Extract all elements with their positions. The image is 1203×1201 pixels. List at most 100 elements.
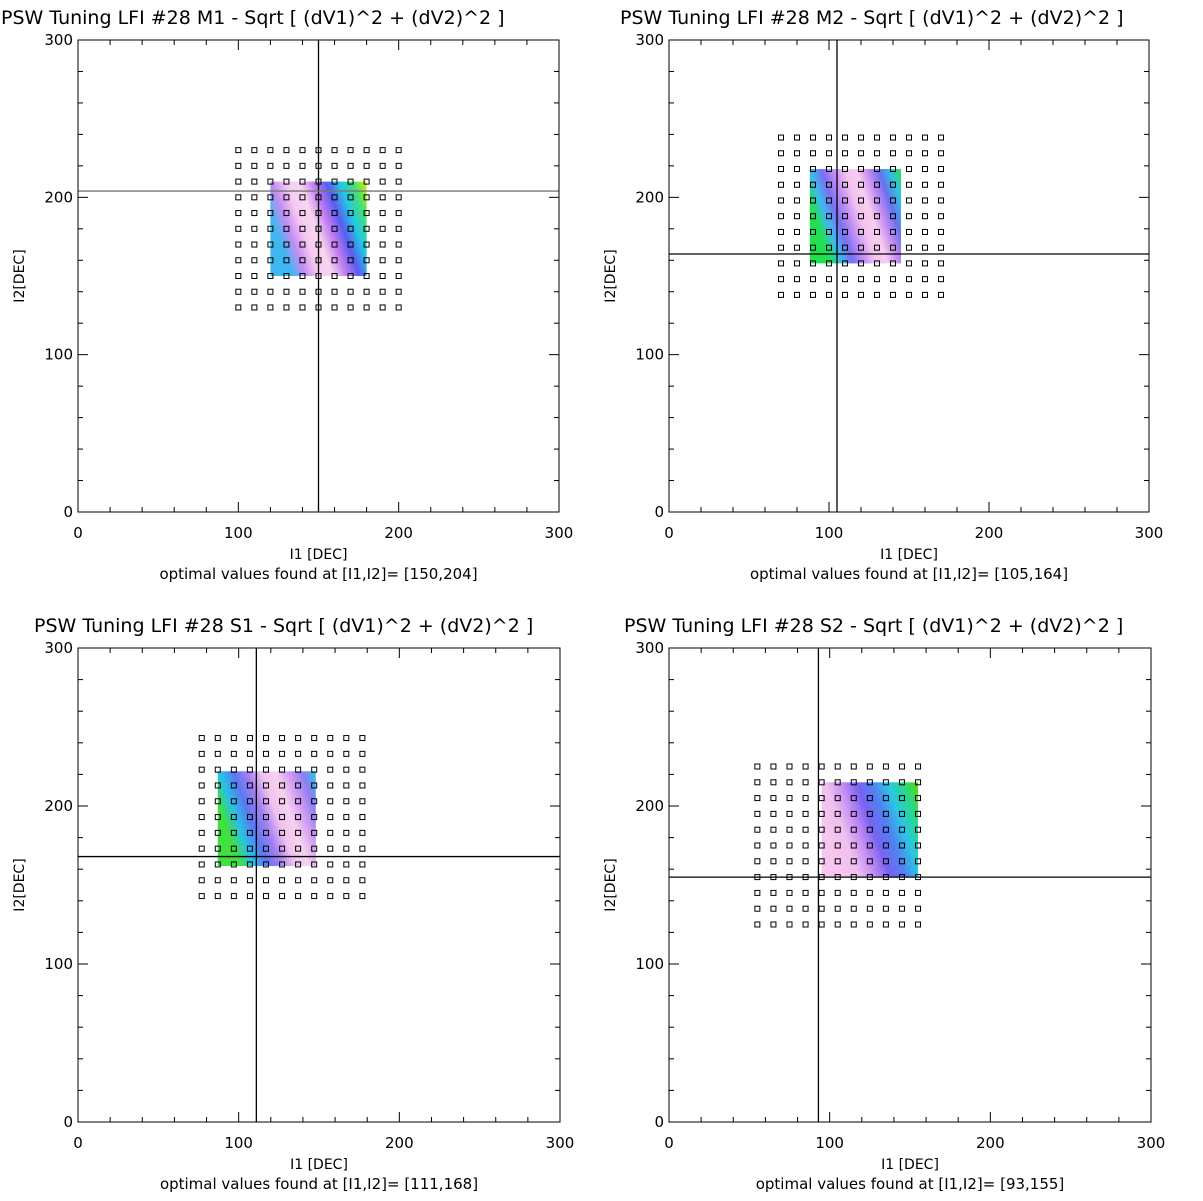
grid-point [938, 260, 944, 267]
grid-point [922, 276, 928, 283]
x-tick-label: 0 [664, 524, 674, 542]
grid-point [906, 166, 912, 173]
grid-point [938, 291, 944, 298]
y-axis-label: I2[DEC] [603, 858, 619, 911]
grid-point [363, 162, 370, 169]
grid-point [866, 921, 873, 928]
grid-point [858, 181, 864, 188]
grid-point [834, 858, 841, 865]
grid-point [214, 877, 221, 884]
grid-point [198, 845, 205, 852]
grid-point [311, 893, 318, 900]
grid-point [826, 276, 832, 283]
grid-point [770, 795, 777, 802]
grid-point [802, 921, 809, 928]
grid-point [778, 181, 784, 188]
grid-point [890, 166, 896, 173]
grid-point [890, 276, 896, 283]
grid-point [379, 257, 386, 264]
grid-point [295, 861, 302, 868]
grid-point [890, 150, 896, 157]
grid-point [347, 241, 354, 248]
grid-point [327, 750, 334, 757]
grid-point [882, 889, 889, 896]
grid-point [842, 181, 848, 188]
grid-point [906, 276, 912, 283]
grid-point [850, 842, 857, 849]
grid-point [882, 858, 889, 865]
grid-point [311, 782, 318, 789]
grid-point [850, 921, 857, 928]
grid-point [359, 750, 366, 757]
grid-point [866, 842, 873, 849]
grid-point [299, 257, 306, 264]
grid-point [283, 225, 290, 232]
grid-point [770, 858, 777, 865]
grid-point [295, 893, 302, 900]
grid-point [898, 779, 905, 786]
grid-point [311, 845, 318, 852]
grid-point [770, 810, 777, 817]
grid-point [279, 814, 286, 821]
grid-point [906, 181, 912, 188]
grid-point [866, 858, 873, 865]
grid-point [295, 766, 302, 773]
grid-point [874, 276, 880, 283]
grid-point [794, 291, 800, 298]
grid-point [794, 213, 800, 220]
y-tick-label: 0 [654, 1113, 664, 1131]
grid-point [834, 826, 841, 833]
y-tick-label: 200 [44, 797, 73, 815]
grid-point [343, 798, 350, 805]
grid-point [794, 166, 800, 173]
grid-point [198, 814, 205, 821]
grid-point [363, 273, 370, 279]
grid-point [395, 304, 402, 311]
y-tick-label: 0 [654, 503, 664, 521]
x-tick-label: 300 [545, 524, 574, 542]
grid-point [230, 766, 237, 773]
grid-point [858, 228, 864, 235]
grid-point [906, 291, 912, 298]
grid-point [915, 921, 922, 928]
grid-point [246, 829, 253, 836]
x-tick-label: 200 [384, 524, 413, 542]
grid-point [778, 276, 784, 283]
grid-point [295, 814, 302, 821]
grid-point [214, 766, 221, 773]
grid-point [786, 810, 793, 817]
grid-point [327, 845, 334, 852]
grid-point [363, 304, 370, 311]
y-tick-label: 200 [44, 188, 73, 206]
grid-point [786, 858, 793, 865]
grid-point [295, 750, 302, 757]
y-tick-label: 300 [635, 639, 664, 657]
grid-point [311, 861, 318, 868]
plot-frame [77, 647, 561, 1123]
grid-point [311, 735, 318, 742]
grid-point [802, 889, 809, 896]
grid-point [898, 921, 905, 928]
grid-point [882, 842, 889, 849]
grid-point [246, 750, 253, 757]
chart-panel: 0 100 200 300 0 100 200 300 PSW Tuning LFI #28 M… [603, 7, 1163, 583]
grid-point [794, 134, 800, 141]
grid-point [251, 304, 258, 311]
y-tick-label: 300 [635, 31, 664, 49]
grid-point [842, 244, 848, 251]
grid-point [214, 845, 221, 852]
grid-point [262, 735, 269, 742]
grid-point [826, 291, 832, 298]
grid-point [230, 814, 237, 821]
heatmap-region [809, 169, 901, 264]
grid-point [778, 213, 784, 220]
grid-point [898, 842, 905, 849]
grid-point [395, 194, 402, 201]
grid-point [363, 147, 370, 154]
grid-point [347, 162, 354, 169]
grid-point [906, 260, 912, 267]
grid-point [810, 260, 816, 267]
grid-point [251, 147, 258, 154]
grid-point [214, 735, 221, 742]
grid-point [874, 244, 880, 251]
